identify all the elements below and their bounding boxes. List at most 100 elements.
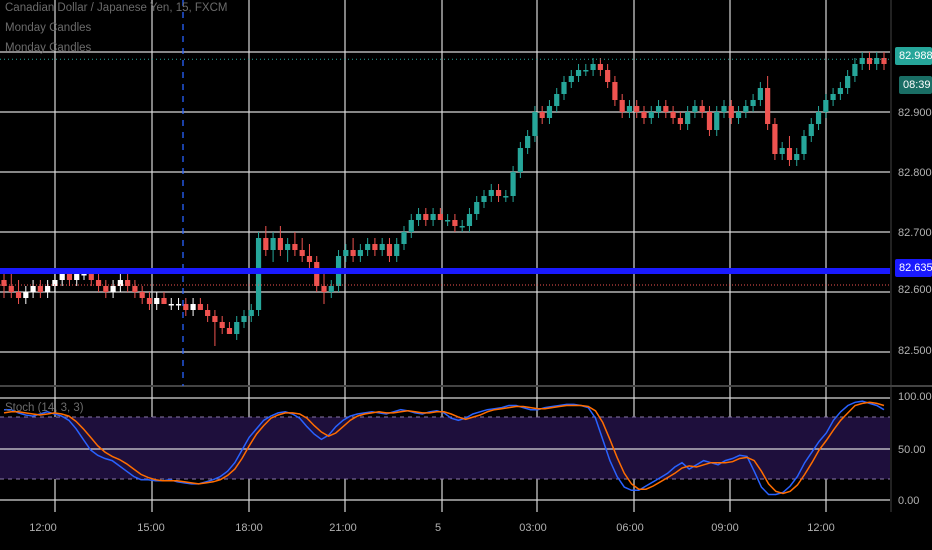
candle[interactable] [554,88,560,112]
candle[interactable] [794,148,800,166]
candle[interactable] [634,100,640,118]
candle[interactable] [866,52,873,70]
candle[interactable] [517,142,523,178]
candle[interactable] [495,184,502,202]
candle[interactable] [248,304,254,322]
candle[interactable] [874,52,880,70]
candle[interactable] [525,130,531,154]
candle[interactable] [539,106,545,124]
candle[interactable] [423,208,429,226]
candle[interactable] [1,274,7,298]
stoch-legend[interactable]: Stoch (14, 3, 3) [5,402,84,414]
candle[interactable] [132,280,138,298]
candle[interactable] [394,238,400,262]
candle[interactable] [765,76,771,130]
candle[interactable] [299,238,305,262]
candle[interactable] [190,298,196,316]
candle[interactable] [626,100,633,118]
candle[interactable] [641,106,647,124]
candle[interactable] [837,82,843,100]
candle[interactable] [103,280,109,298]
candle[interactable] [205,304,211,322]
candle[interactable] [786,136,793,166]
candle[interactable] [45,280,51,298]
candle[interactable] [670,106,676,124]
candle[interactable] [263,226,269,256]
candle[interactable] [830,88,836,106]
candle[interactable] [154,292,160,310]
candle[interactable] [15,280,22,304]
candle[interactable] [125,274,131,292]
candle[interactable] [285,238,291,262]
candle[interactable] [815,106,822,130]
candle[interactable] [823,94,829,118]
candle[interactable] [561,76,567,100]
candle[interactable] [183,298,189,316]
candle[interactable] [575,64,582,82]
indicator-legend-monday-candles[interactable]: Monday Candles [5,22,92,34]
candle[interactable] [197,298,203,310]
candle[interactable] [270,232,276,262]
candle[interactable] [110,280,116,298]
candle[interactable] [685,106,691,130]
candle[interactable] [706,106,713,136]
candle[interactable] [95,274,102,292]
candle[interactable] [750,94,756,112]
time-axis[interactable]: 12:00 15:00 18:00 21:00 5 03:00 06:00 09… [29,522,835,534]
indicator-legend-monday-candles-2[interactable]: Monday Candles [5,42,92,54]
candle[interactable] [415,208,422,226]
candle[interactable] [379,238,385,256]
candle[interactable] [292,232,298,256]
candle[interactable] [234,316,240,340]
candle[interactable] [721,100,727,118]
candle[interactable] [30,280,36,298]
candle[interactable] [350,238,356,262]
candle[interactable] [743,100,749,118]
candle[interactable] [488,184,494,202]
candle[interactable] [735,106,742,124]
candle[interactable] [408,214,414,238]
candle[interactable] [212,310,218,346]
candle[interactable] [692,100,698,118]
candle[interactable] [590,58,596,76]
candle[interactable] [306,244,313,268]
candle[interactable] [655,100,662,118]
candles[interactable] [1,52,887,346]
candle[interactable] [568,70,574,88]
candle[interactable] [808,118,814,142]
candle[interactable] [445,214,451,226]
candle[interactable] [772,118,778,160]
candle[interactable] [546,100,553,124]
candle[interactable] [597,58,603,76]
candle[interactable] [619,94,625,118]
candle[interactable] [728,100,734,124]
candle[interactable] [277,226,283,256]
candle[interactable] [459,220,465,232]
price-axis[interactable]: 82.900 82.800 82.700 82.600 82.500 100.0… [898,107,932,507]
candle[interactable] [845,70,851,94]
candle[interactable] [219,316,225,334]
candle[interactable] [343,244,349,262]
candle[interactable] [510,166,516,202]
candle[interactable] [226,322,233,334]
candle[interactable] [452,214,458,232]
candle[interactable] [386,238,393,262]
candle[interactable] [532,106,538,142]
candle[interactable] [648,106,654,124]
candle[interactable] [168,298,174,310]
candle[interactable] [52,274,58,292]
candle[interactable] [372,238,378,256]
candle[interactable] [328,280,334,298]
candle[interactable] [801,130,807,160]
candle[interactable] [714,106,720,136]
candle[interactable] [699,100,705,118]
candle[interactable] [881,52,887,70]
candle[interactable] [175,298,182,310]
symbol-title[interactable]: Canadian Dollar / Japanese Yen, 15, FXCM [5,2,228,14]
candle[interactable] [430,208,436,226]
candle[interactable] [401,226,407,250]
candle[interactable] [859,52,865,70]
candle[interactable] [779,142,785,160]
